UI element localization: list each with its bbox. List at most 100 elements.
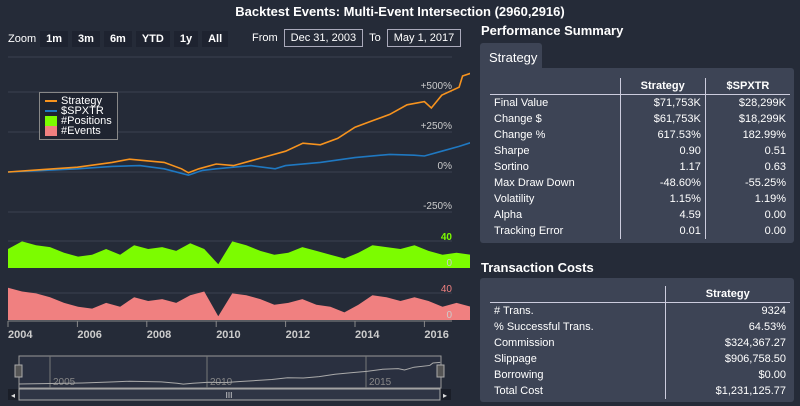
x-tick-label: 2004 [8,329,33,341]
cell-value: 1.15% [620,190,706,207]
strategy-swatch [45,100,57,102]
cell-value: 1.17 [620,158,706,175]
cell-value: $28,299K [738,96,786,109]
table-row: Sortino 1.17 0.63 [490,158,790,175]
x-tick-label: 2014 [355,329,380,341]
legend-events[interactable]: #Events [45,125,112,137]
transaction-costs-heading: Transaction Costs [481,260,594,275]
row-label: Change $ [490,110,621,127]
table-row: Change % 617.53% 182.99% [490,126,790,143]
performance-summary-heading: Performance Summary [481,23,624,38]
date-range: From Dec 31, 2003 To May 1, 2017 [252,29,462,47]
scroll-left-arrow-icon[interactable]: ◂ [11,391,15,400]
zoom-3m-button[interactable]: 3m [72,31,100,47]
scroll-right-arrow-icon[interactable]: ▸ [443,391,447,400]
cell-value: $71,753K [620,94,706,111]
cell-value: 0.00 [764,224,786,237]
table-row: Borrowing $0.00 [490,366,790,383]
row-label: % Successful Trans. [490,318,666,335]
col-strategy: Strategy [620,78,706,95]
row-label: Sortino [490,158,621,175]
cell-value: 0.51 [764,144,786,157]
performance-table: Strategy $SPXTR Final Value $71,753K $28,29… [490,78,790,239]
positions-area [8,241,470,268]
strategy-line [7,72,470,174]
from-date-input[interactable]: Dec 31, 2003 [283,29,364,47]
x-tick-label: 2010 [216,329,240,341]
x-tick-label: 2016 [424,329,448,341]
zoom-all-button[interactable]: All [202,31,229,47]
legend-label: Strategy [61,95,102,107]
y-tick-label: 0% [438,161,453,172]
legend-label: #Positions [61,115,112,127]
zoom-1m-button[interactable]: 1m [40,31,69,47]
table-row: Commission $324,367.27 [490,334,790,351]
legend-label: #Events [61,125,101,137]
table-row: Final Value $71,753K $28,299K [490,94,790,111]
spx-swatch [45,110,57,112]
chart-svg: +500% +250% 0% -250% 40 0 40 0 2004 2006 2008 2010 2… [7,56,470,401]
to-label: To [369,32,381,44]
cell-value: $324,367.27 [724,336,786,349]
cell-value: $0.00 [758,368,786,381]
nav-year-label: 2015 [369,377,392,388]
navigator-right-handle[interactable] [436,364,445,378]
to-date-input[interactable]: May 1, 2017 [386,29,462,47]
x-tick-label: 2006 [77,329,101,341]
table-row: Tracking Error 0.01 0.00 [490,222,790,239]
cell-value: 1.19% [754,192,786,205]
legend-strategy[interactable]: Strategy [45,95,112,107]
row-label: Max Draw Down [490,174,621,191]
cell-value: 4.59 [620,206,706,223]
zoom-bar: Zoom 1m 3m 6m YTD 1y All [8,31,229,47]
x-tick-label: 2008 [147,329,171,341]
zoom-ytd-button[interactable]: YTD [135,31,170,47]
cell-value: 182.99% [742,128,786,141]
table-row: % Successful Trans. 64.53% [490,318,790,335]
scrollbar-thumb[interactable] [18,388,441,401]
table-row: Sharpe 0.90 0.51 [490,142,790,159]
events-zero-label: 0 [446,310,452,321]
positions-max-label: 40 [441,232,453,243]
navigator-left-handle[interactable] [14,364,23,378]
legend-positions[interactable]: #Positions [45,115,112,127]
cell-value: -55.25% [745,176,786,189]
cell-value: 9324 [761,304,786,317]
spx-line [7,142,470,177]
table-row: # Trans. 9324 [490,302,790,319]
tab-strategy[interactable]: Strategy [480,43,542,71]
zoom-6m-button[interactable]: 6m [103,31,132,47]
events-area [8,287,470,320]
events-swatch [45,126,57,136]
table-row: Change $ $61,753K $18,299K [490,110,790,127]
row-label: Tracking Error [490,222,621,239]
from-label: From [252,32,278,44]
page-title: Backtest Events: Multi-Event Intersectio… [235,4,565,19]
cell-value: -48.60% [620,174,706,191]
cell-value: 617.53% [620,126,706,143]
nav-year-label: 2005 [53,377,76,388]
cell-value: 0.00 [764,208,786,221]
costs-table: Strategy # Trans. 9324% Successful Trans.… [490,286,790,399]
table-row: Total Cost $1,231,125.77 [490,382,790,399]
cell-value: $61,753K [620,110,706,127]
zoom-1y-button[interactable]: 1y [173,31,199,47]
positions-swatch [45,116,57,126]
y-tick-label: +250% [421,121,453,132]
row-label: Slippage [490,350,666,367]
chart-legend: Strategy $SPXTR #Positions #Events [39,92,118,140]
legend-label: $SPXTR [61,105,104,117]
row-label: Final Value [490,94,621,111]
cell-value: $906,758.50 [724,352,786,365]
table-row: Alpha 4.59 0.00 [490,206,790,223]
row-label: Commission [490,334,666,351]
row-label: # Trans. [490,302,666,319]
cell-value: $1,231,125.77 [715,384,786,397]
scrollbar-grip: III [226,391,233,400]
cell-value: 0.63 [764,160,786,173]
positions-zero-label: 0 [446,258,452,269]
y-tick-label: +500% [421,81,453,92]
table-row: Slippage $906,758.50 [490,350,790,367]
legend-spx[interactable]: $SPXTR [45,105,112,117]
row-label: Sharpe [490,142,621,159]
